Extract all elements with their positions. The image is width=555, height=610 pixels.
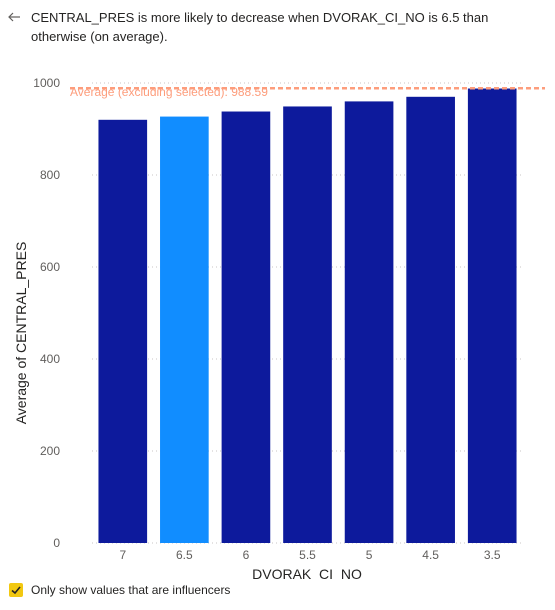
x-tick-label: 3.5 bbox=[484, 548, 501, 562]
y-axis-title: Average of CENTRAL_PRES bbox=[13, 242, 29, 425]
bar-chart: 0 200 400 600 800 1000 7 6.5 6 5.5 5 4.5 3.5 Average … bbox=[13, 76, 545, 580]
influencer-explanation: CENTRAL_PRES is more likely to decrease … bbox=[31, 10, 489, 44]
arrow-left-icon bbox=[8, 12, 20, 22]
x-axis-title: DVORAK_CI_NO bbox=[252, 566, 362, 580]
x-tick-label: 6 bbox=[243, 548, 250, 562]
x-tick-label: 6.5 bbox=[176, 548, 193, 562]
bar[interactable] bbox=[98, 119, 148, 544]
checkmark-icon bbox=[11, 586, 21, 595]
y-tick-label: 800 bbox=[40, 168, 60, 182]
bar[interactable] bbox=[467, 88, 517, 543]
bar[interactable] bbox=[283, 106, 332, 544]
x-tick-label: 4.5 bbox=[422, 548, 439, 562]
bar[interactable] bbox=[160, 116, 209, 543]
influencers-only-label: Only show values that are influencers bbox=[31, 583, 231, 597]
x-tick-label: 5 bbox=[366, 548, 373, 562]
bar[interactable] bbox=[221, 111, 271, 543]
x-tick-label: 7 bbox=[119, 548, 126, 562]
y-tick-label: 0 bbox=[53, 536, 60, 550]
x-tick-label: 5.5 bbox=[299, 548, 316, 562]
y-tick-label: 1000 bbox=[33, 76, 60, 90]
y-tick-label: 400 bbox=[40, 352, 60, 366]
footer: Only show values that are influencers bbox=[9, 583, 230, 597]
reference-line-label: Average (excluding selected): 988.59 bbox=[70, 85, 268, 99]
header: CENTRAL_PRES is more likely to decrease … bbox=[6, 8, 546, 46]
back-button[interactable] bbox=[6, 8, 24, 26]
bar[interactable] bbox=[344, 101, 394, 544]
influencers-only-checkbox[interactable] bbox=[9, 583, 23, 597]
bar[interactable] bbox=[406, 96, 455, 544]
y-tick-label: 200 bbox=[40, 444, 60, 458]
y-tick-label: 600 bbox=[40, 260, 60, 274]
